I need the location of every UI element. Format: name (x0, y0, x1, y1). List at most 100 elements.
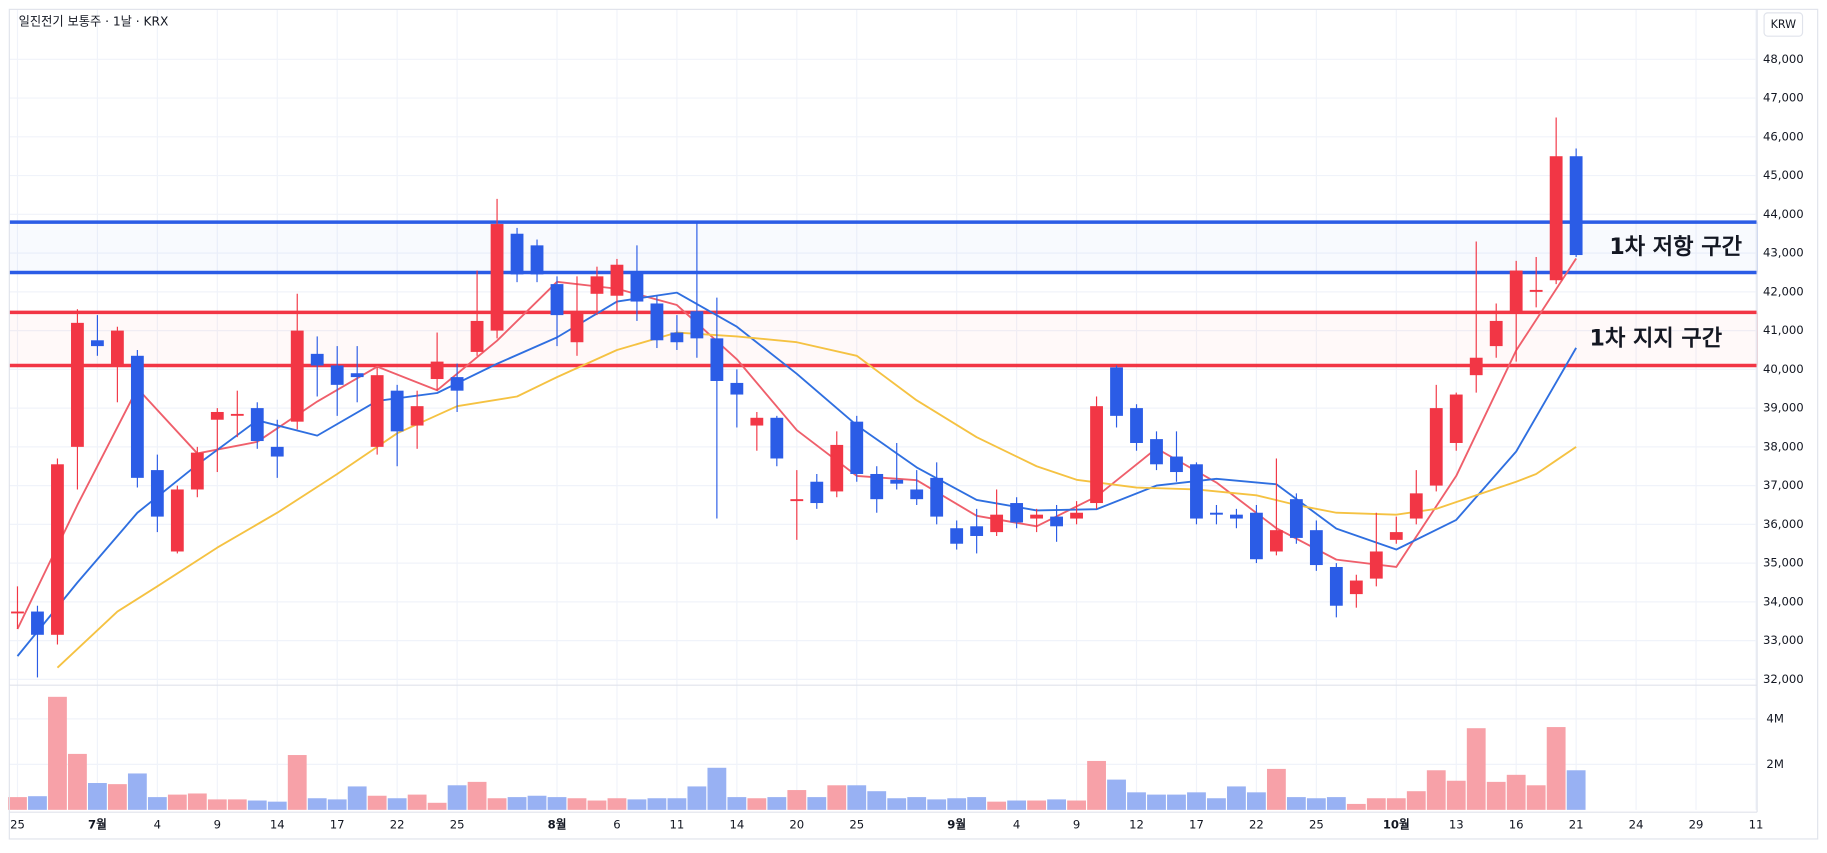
candle-body (650, 303, 664, 341)
y-tick-label: 43,000 (1763, 246, 1804, 260)
volume-bar (1326, 797, 1346, 810)
volume-bar (1187, 792, 1206, 810)
candle-body (1050, 516, 1063, 527)
volume-bar (467, 781, 487, 810)
candle-body (1070, 512, 1083, 519)
candle-body (710, 338, 724, 381)
x-tick-label: 9 (1073, 817, 1080, 831)
volume-bar (547, 797, 567, 810)
volume-bar (1266, 768, 1286, 810)
candle-body (750, 417, 764, 426)
x-tick-label: 25 (450, 817, 465, 831)
y-tick-label: 40,000 (1763, 362, 1804, 376)
ma-line (56, 331, 1577, 669)
y-tick-label: 46,000 (1763, 129, 1804, 143)
y-tick-label: 47,000 (1763, 91, 1804, 105)
volume-bar (1107, 779, 1126, 810)
volume-bar (1067, 800, 1086, 810)
x-tick-label: 4 (1013, 817, 1020, 831)
zone-label: 1차 지지 구간 (1590, 325, 1723, 351)
candle-body (1289, 499, 1303, 538)
volume-bar (287, 755, 307, 810)
x-tick-label: 17 (1189, 817, 1204, 831)
volume-bar (847, 785, 867, 810)
y-tick-label: 37,000 (1763, 478, 1804, 492)
candle-body (990, 514, 1004, 533)
volume-bar (1446, 780, 1466, 810)
volume-bar (1406, 791, 1426, 810)
y-tick-label: 32,000 (1763, 672, 1804, 686)
volume-bar (447, 785, 467, 810)
candle-body (1309, 530, 1323, 566)
x-tick-label: 4 (154, 817, 161, 831)
candle-body (330, 365, 344, 385)
volume-bar (88, 783, 107, 810)
volume-bar (207, 799, 227, 810)
volume-bar (567, 798, 587, 810)
candle-body (830, 444, 844, 492)
volume-bar (187, 793, 207, 810)
candle-body (790, 499, 804, 502)
volume-bar (1566, 770, 1586, 810)
volume-bar (28, 796, 47, 810)
zone-labels: 1차 저항 구간 1차 지지 구간 (1590, 234, 1742, 352)
volume-bar (707, 767, 727, 810)
candle-body (970, 526, 984, 536)
volume-bar (667, 798, 687, 810)
y2-tick-label: 2M (1766, 757, 1783, 771)
volume-bar (747, 798, 767, 810)
y-tick-label: 34,000 (1763, 594, 1804, 608)
candle-body (610, 264, 624, 296)
x-tick-label: 24 (1629, 817, 1644, 831)
candle-body (1190, 464, 1203, 519)
candle-body (130, 355, 144, 478)
volume-bar (647, 798, 667, 810)
volume-bar (347, 786, 367, 810)
volume-bar (587, 800, 607, 810)
candle-body (51, 464, 64, 635)
volume-bar (1047, 799, 1066, 810)
candle-body (1210, 512, 1223, 515)
x-tick-label: 11 (670, 817, 685, 831)
candle-body (1269, 530, 1283, 552)
x-tick-label: 17 (330, 817, 345, 831)
candle-body (1369, 551, 1383, 579)
y-tick-label: 42,000 (1763, 284, 1804, 298)
volume-bar (907, 797, 927, 810)
currency-box (1763, 12, 1804, 37)
volume-bar (427, 802, 447, 810)
x-tick-label: 10월 (1383, 817, 1410, 831)
y-tick-label: 45,000 (1763, 168, 1804, 182)
x-tick-label: 9 (214, 817, 221, 831)
volume-bar (1546, 727, 1566, 810)
volume-bar (787, 790, 807, 810)
volume-bar (947, 798, 967, 810)
volume-bar (1007, 800, 1027, 810)
volume-bar (1466, 728, 1486, 810)
candle-body (850, 421, 864, 474)
x-tick-label: 6 (613, 817, 620, 831)
candle-body (170, 489, 184, 552)
candle-body (370, 375, 384, 447)
volume-bar (727, 797, 747, 810)
candle-body (1030, 514, 1044, 519)
volume-bar (1386, 798, 1406, 810)
candle-body (1509, 270, 1523, 312)
candle-body (870, 473, 884, 500)
volume-bar (147, 797, 167, 810)
volume-bar (1087, 760, 1106, 810)
y2-tick-label: 4M (1766, 711, 1783, 725)
candle-body (1549, 156, 1563, 281)
zone-label: 1차 저항 구간 (1609, 234, 1742, 260)
candle-body (770, 417, 784, 459)
volume-bar (107, 784, 127, 810)
volume-bar (687, 786, 707, 810)
candle-body (1449, 394, 1463, 443)
candle-body (1110, 367, 1123, 416)
volume-bar (607, 798, 627, 810)
candle-body (210, 411, 224, 420)
volume-bar (327, 799, 347, 810)
volume-bar (1227, 786, 1246, 810)
